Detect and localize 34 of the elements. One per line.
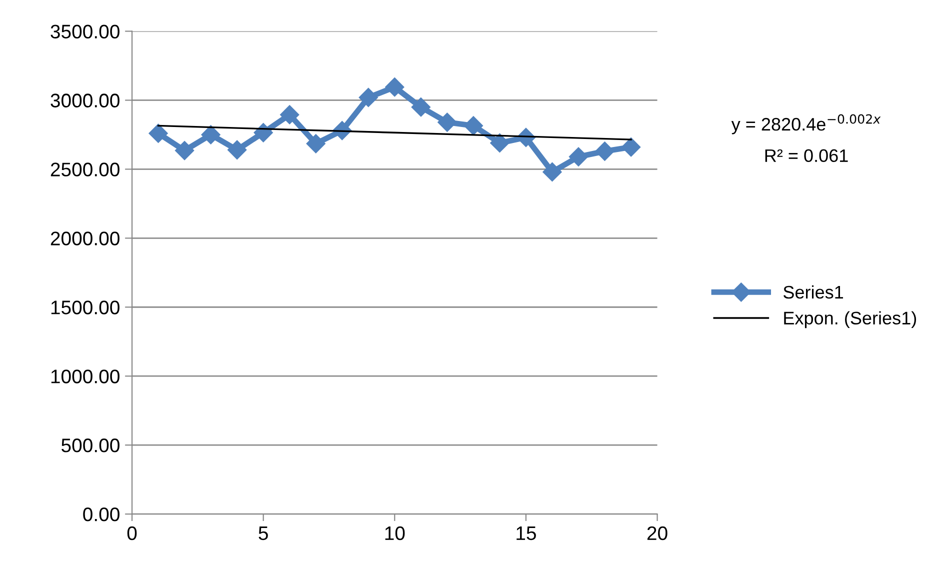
- text: R² = 0.061: [765, 149, 848, 162]
- y-tick-label: 500.00: [62, 438, 120, 452]
- point: [595, 142, 614, 161]
- point: [358, 88, 378, 107]
- y-tick-label: 3000.00: [50, 94, 120, 108]
- point: [411, 98, 430, 117]
- point: [201, 125, 220, 144]
- y-tick-label: 2500.00: [50, 162, 120, 176]
- y-tick-label: 1000.00: [51, 370, 120, 384]
- point: [621, 138, 641, 157]
- y-tick-label: 1500.00: [51, 300, 120, 314]
- point: [568, 147, 588, 166]
- point: [385, 78, 404, 97]
- y-tick-label: 3500.00: [50, 24, 120, 38]
- y-tick-label: 0.00: [83, 508, 120, 522]
- text: y = 2820.4e$^{−0.002x}$: [731, 114, 881, 134]
- x-tick-label: 15: [516, 526, 536, 540]
- point: [542, 162, 562, 182]
- y-tick-label: 2000.00: [50, 232, 120, 246]
- x-tick-label: 0: [127, 526, 137, 540]
- legend-label: Series1: [784, 285, 844, 299]
- point: [175, 141, 194, 160]
- point: [438, 112, 457, 132]
- point: [228, 140, 247, 160]
- point: [254, 123, 273, 142]
- point: [464, 116, 483, 136]
- point: [306, 134, 326, 154]
- legend-label: Expon. (Series1): [784, 311, 916, 328]
- point: [148, 124, 168, 143]
- point: [490, 133, 510, 153]
- x-tick-label: 20: [647, 526, 668, 540]
- x-tick-label: 5: [258, 526, 268, 540]
- point: [280, 105, 300, 124]
- x-tick-label: 10: [385, 526, 405, 540]
